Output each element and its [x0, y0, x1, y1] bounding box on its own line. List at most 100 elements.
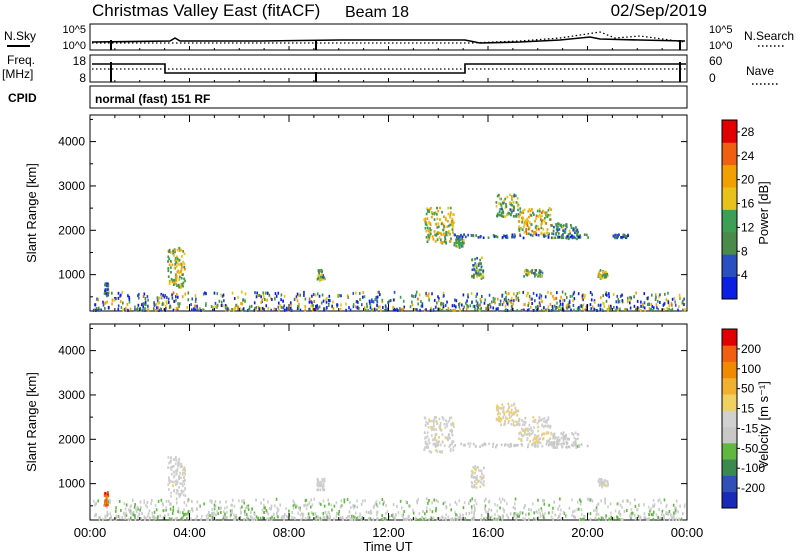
echo-cell: [549, 218, 551, 221]
echo-cell: [424, 446, 427, 450]
echo-cell: [674, 508, 677, 512]
echo-cell: [540, 507, 543, 511]
echo-cell: [205, 292, 207, 296]
echo-cell: [280, 305, 283, 309]
echo-cell: [537, 442, 539, 445]
echo-cell: [556, 226, 559, 230]
echo-cell: [267, 512, 270, 516]
echo-cell: [186, 499, 189, 503]
echo-cell: [311, 301, 313, 305]
echo-cell: [547, 213, 550, 217]
echo-cell: [243, 512, 246, 516]
echo-cell: [98, 306, 100, 310]
echo-cell: [666, 503, 668, 507]
echo-cell: [576, 508, 579, 512]
echo-cell: [352, 504, 355, 508]
echo-cell: [640, 304, 643, 308]
echo-cell: [438, 297, 440, 301]
echo-cell: [361, 295, 364, 299]
echo-cell: [515, 517, 518, 521]
echo-cell: [500, 211, 503, 215]
colorbar-segment: [722, 276, 737, 300]
echo-cell: [317, 482, 320, 485]
echo-cell: [319, 516, 322, 520]
echo-cell: [494, 297, 496, 301]
echo-cell: [168, 282, 171, 285]
echo-cell: [432, 421, 435, 425]
echo-cell: [506, 236, 509, 240]
echo-cell: [668, 304, 671, 308]
echo-cell: [479, 485, 482, 489]
echo-cell: [604, 501, 607, 505]
echo-cell: [474, 262, 477, 265]
echo-cell: [261, 298, 264, 302]
echo-cell: [232, 517, 235, 521]
echo-cell: [428, 220, 431, 224]
echo-cell: [526, 308, 529, 312]
echo-cell: [576, 500, 579, 504]
echo-cell: [481, 256, 483, 260]
echo-cell: [428, 208, 431, 212]
echo-cell: [248, 308, 251, 312]
echo-cell: [544, 424, 547, 428]
echo-cell: [491, 445, 494, 448]
echo-cell: [475, 502, 478, 506]
echo-cell: [604, 270, 607, 274]
echo-cell: [510, 298, 513, 302]
echo-cell: [458, 305, 461, 309]
echo-cell: [643, 306, 646, 310]
echo-cell: [232, 308, 235, 312]
echo-cell: [182, 517, 185, 521]
echo-cell: [430, 211, 433, 214]
colorbar-segment: [722, 426, 737, 444]
echo-cell: [517, 213, 520, 216]
echo-cell: [104, 301, 107, 305]
echo-cell: [308, 307, 310, 311]
echo-cell: [550, 291, 552, 295]
echo-cell: [501, 497, 504, 501]
echo-cell: [618, 510, 621, 514]
echo-cell: [436, 517, 439, 521]
echo-cell: [327, 298, 330, 302]
echo-cell: [432, 428, 435, 432]
echo-cell: [551, 441, 553, 444]
echo-cell: [655, 303, 658, 307]
echo-cell: [224, 513, 226, 517]
echo-cell: [374, 501, 377, 505]
echo-cell: [528, 232, 530, 236]
echo-cell: [500, 406, 503, 410]
echo-cell: [254, 291, 256, 295]
echo-cell: [484, 298, 487, 302]
echo-cell: [293, 516, 295, 520]
echo-cell: [443, 233, 445, 236]
echo-cell: [105, 293, 108, 296]
echo-cell: [563, 231, 566, 234]
echo-cell: [348, 306, 350, 310]
echo-cell: [399, 295, 402, 299]
echo-cell: [181, 284, 184, 288]
echo-cell: [449, 223, 452, 227]
echo-cell: [532, 308, 535, 312]
echo-cell: [572, 433, 575, 436]
echo-cell: [510, 308, 513, 312]
echo-cell: [497, 193, 500, 197]
echo-cell: [649, 509, 651, 513]
echo-cell: [505, 299, 507, 303]
echo-cell: [458, 302, 460, 306]
echo-cell: [282, 306, 285, 310]
echo-cell: [560, 517, 563, 521]
echo-cell: [184, 494, 187, 497]
echo-cell: [499, 197, 501, 200]
echo-cell: [412, 295, 415, 299]
echo-cell: [490, 508, 493, 512]
echo-cell: [115, 514, 118, 518]
echo-cell: [565, 236, 568, 240]
echo-cell: [450, 508, 453, 512]
echo-cell: [627, 234, 629, 238]
echo-cell: [527, 443, 530, 446]
echo-cell: [450, 423, 453, 426]
echo-cell: [421, 517, 424, 521]
echo-cell: [660, 513, 663, 517]
echo-cell: [503, 199, 505, 203]
echo-cell: [148, 509, 151, 513]
